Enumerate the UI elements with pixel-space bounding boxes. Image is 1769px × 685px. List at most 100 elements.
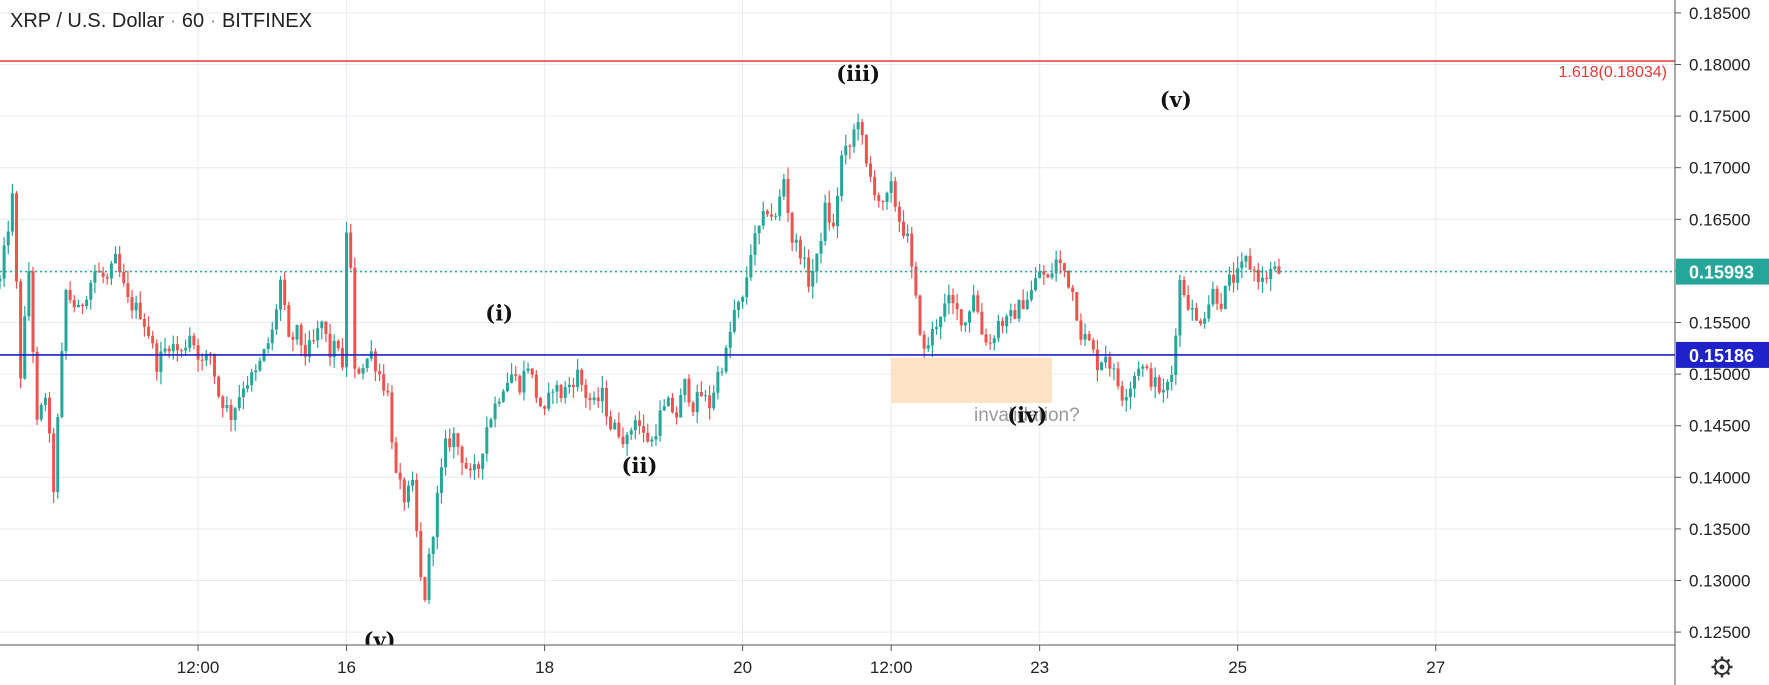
candle-body (423, 577, 427, 600)
support-price-badge-label: 0.15186 (1689, 346, 1754, 366)
candle-body (732, 309, 736, 332)
candle-body (477, 464, 481, 469)
candle-body (1170, 374, 1174, 383)
candle-body (910, 233, 914, 267)
candle-body (167, 348, 171, 352)
candle-body (279, 279, 283, 310)
candle-body (27, 271, 31, 317)
candle-body (1095, 349, 1099, 371)
candle-body (448, 438, 452, 448)
candle-body (6, 231, 10, 246)
candle-body (1083, 334, 1087, 340)
candle-body (1087, 334, 1091, 341)
invalidation-label: invalidation? (974, 405, 1080, 426)
time-axis-panel[interactable] (0, 645, 1675, 685)
candle-body (1244, 255, 1248, 262)
candle-body (802, 257, 806, 259)
candle-body (687, 378, 691, 403)
candle-body (538, 397, 542, 407)
candle-body (555, 384, 559, 392)
candle-body (968, 311, 972, 323)
candle-body (159, 351, 163, 372)
candle-body (204, 353, 208, 361)
candle-body (939, 316, 943, 328)
candle-body (547, 392, 551, 409)
candle-body (1034, 278, 1038, 291)
candle-body (807, 257, 811, 287)
candle-body (10, 193, 14, 232)
candle-body (712, 392, 716, 409)
candle-body (295, 324, 299, 340)
candle-body (505, 382, 509, 392)
candle-body (60, 351, 64, 417)
candle-body (1091, 340, 1095, 350)
candle-body (1128, 388, 1132, 398)
candle-body (617, 422, 621, 437)
candle-body (43, 397, 47, 405)
candle-body (666, 397, 670, 407)
candle-body (576, 369, 580, 387)
candle-body (382, 374, 386, 391)
candle-body (56, 416, 60, 493)
candle-body (836, 196, 839, 227)
candle-body (745, 277, 749, 298)
invalidation-zone (891, 357, 1053, 403)
candle-body (794, 239, 798, 243)
candle-body (728, 331, 732, 348)
candle-body (1120, 386, 1124, 401)
candle-body (592, 397, 596, 401)
candle-body (68, 290, 72, 301)
candle-body (1186, 295, 1190, 310)
candle-body (324, 321, 328, 334)
gear-icon[interactable] (1711, 656, 1733, 678)
candle-body (316, 328, 320, 341)
candle-body (600, 387, 604, 402)
candle-body (299, 324, 303, 346)
candle-body (64, 290, 68, 352)
candle-body (406, 485, 410, 503)
candle-body (266, 343, 270, 350)
candle-body (856, 122, 860, 130)
candle-body (31, 271, 35, 352)
candle-body (320, 321, 324, 329)
candle-body (39, 404, 43, 420)
candle-body (1001, 320, 1005, 327)
candle-body (353, 267, 357, 369)
candle-body (1215, 288, 1219, 304)
candle-body (753, 233, 757, 255)
candle-body (19, 281, 23, 379)
candle-body (345, 232, 349, 368)
candle-body (415, 479, 419, 531)
candle-body (815, 253, 819, 272)
candle-body (402, 479, 406, 503)
candle-body (930, 328, 934, 346)
y-tick-label: 0.13000 (1689, 572, 1750, 591)
wave-label: (v) (1160, 87, 1192, 112)
candle-body (563, 387, 567, 399)
candle-body (481, 453, 485, 469)
candle-body (456, 433, 460, 447)
wave-label: (i) (485, 300, 513, 325)
candle-body (349, 232, 353, 268)
candle-body (287, 305, 291, 337)
candle-body (646, 432, 650, 442)
candle-body (588, 397, 592, 401)
candle-body (749, 254, 753, 278)
candle-body (650, 439, 654, 442)
candle-body (23, 316, 27, 379)
candle-body (246, 385, 250, 389)
candle-body (699, 392, 703, 397)
y-tick-label: 0.17000 (1689, 159, 1750, 178)
current-price-badge (1676, 258, 1769, 285)
candle-body (972, 295, 976, 312)
candle-body (510, 374, 514, 383)
fib-label: 1.618(0.18034) (1558, 64, 1667, 81)
candle-body (724, 347, 728, 372)
candle-body (873, 176, 877, 196)
candle-body (670, 397, 674, 413)
candle-body (625, 434, 629, 445)
candle-body (1042, 271, 1046, 275)
wave-label: (iii) (836, 61, 880, 86)
